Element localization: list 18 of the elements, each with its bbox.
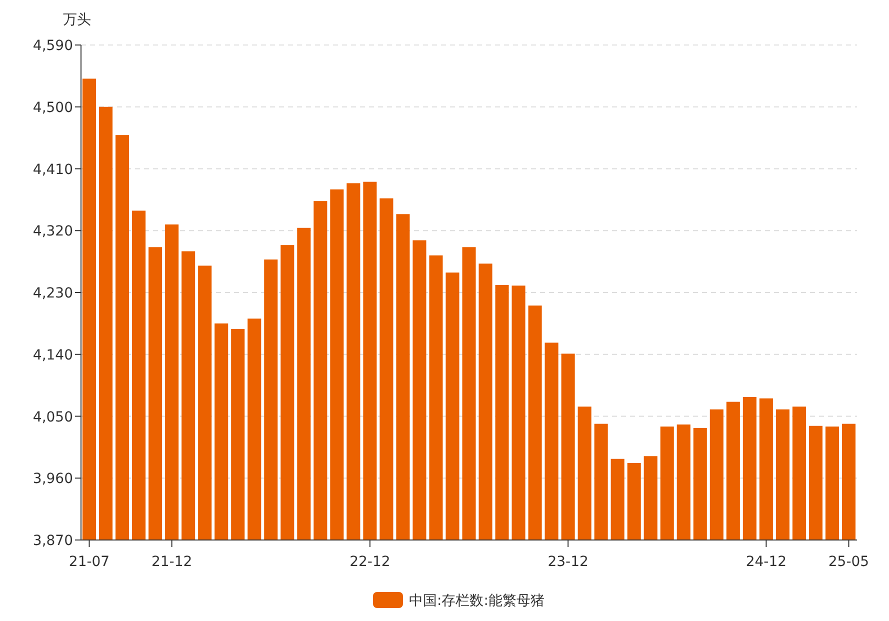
- legend-label: 中国:存栏数:能繁母猪: [409, 593, 544, 609]
- y-tick-label: 4,590: [32, 38, 73, 54]
- x-tick-label: 24-12: [746, 554, 787, 570]
- legend: 中国:存栏数:能繁母猪: [373, 592, 544, 609]
- y-tick-label: 4,230: [32, 286, 73, 302]
- x-tick-label: 21-07: [68, 554, 110, 570]
- x-tick-label: 21-12: [151, 554, 192, 570]
- y-tick-label: 3,870: [32, 533, 73, 549]
- y-tick-label: 4,410: [32, 162, 73, 178]
- y-axis-title: 万头: [63, 12, 91, 28]
- y-tick-label: 4,500: [32, 100, 73, 116]
- x-tick-label: 23-12: [548, 554, 588, 570]
- y-tick-label: 4,050: [32, 409, 73, 426]
- y-tick-label: 3,960: [32, 471, 73, 488]
- x-tick-label: 22-12: [350, 554, 390, 570]
- y-tick-label: 4,140: [32, 347, 73, 364]
- y-tick-label: 4,320: [32, 224, 73, 240]
- x-tick-label: 25-05: [828, 554, 870, 570]
